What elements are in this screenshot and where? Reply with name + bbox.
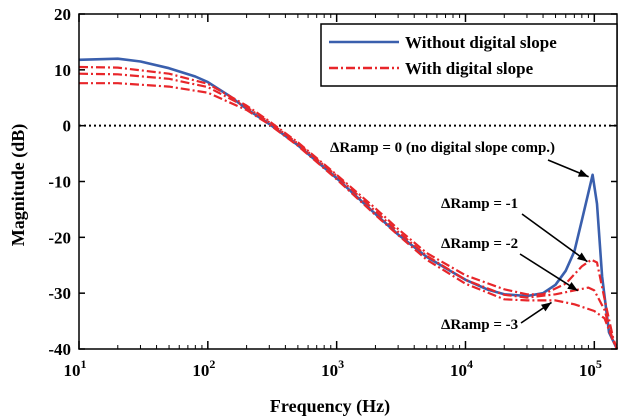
legend-label-without: Without digital slope — [405, 33, 557, 52]
y-tick-label: 20 — [54, 5, 71, 24]
y-axis-label: Magnitude (dB) — [8, 124, 29, 247]
x-tick-label: 103 — [321, 357, 344, 380]
annotation-arrow-head — [577, 169, 589, 177]
y-tick-label: -30 — [48, 284, 71, 303]
series-layer — [78, 57, 619, 350]
y-tick-label: -40 — [48, 340, 71, 359]
legend-label-with: With digital slope — [405, 59, 534, 78]
annotation-ramp-0: ΔRamp = 0 (no digital slope comp.) — [330, 140, 555, 156]
y-tick-label: 10 — [54, 61, 71, 80]
legend: Without digital slope With digital slope — [320, 23, 618, 87]
y-tick-label: 0 — [63, 117, 72, 136]
x-tick-label: 105 — [579, 357, 602, 380]
annotation-arrow-head — [541, 302, 552, 312]
y-tick-labels: 20 10 0 -10 -20 -30 -40 — [48, 5, 71, 359]
annotation-ramp-2: ΔRamp = -2 — [441, 236, 518, 252]
y-tick-label: -10 — [48, 173, 71, 192]
annotation-arrow-line — [521, 213, 588, 263]
annotation-layer: ΔRamp = 0 (no digital slope comp.) ΔRamp… — [330, 140, 555, 333]
series-line-1 — [78, 65, 619, 350]
annotation-arrows — [519, 159, 589, 324]
x-tick-label: 101 — [64, 357, 87, 380]
x-tick-label: 102 — [192, 357, 215, 380]
x-tick-label: 104 — [450, 357, 473, 380]
x-axis-label: Frequency (Hz) — [270, 396, 390, 417]
annotation-arrow-line — [519, 253, 579, 292]
annotation-ramp-3: ΔRamp = -3 — [441, 317, 518, 333]
x-tick-labels: 101 102 103 104 105 — [64, 357, 602, 380]
y-tick-label: -20 — [48, 228, 71, 247]
annotation-ramp-1: ΔRamp = -1 — [441, 196, 518, 212]
annotation-arrow-head — [577, 252, 588, 262]
series-line-3 — [79, 82, 618, 350]
series-line-2 — [78, 72, 618, 350]
annotation-arrow-head — [567, 281, 578, 291]
legend-box — [320, 23, 618, 87]
